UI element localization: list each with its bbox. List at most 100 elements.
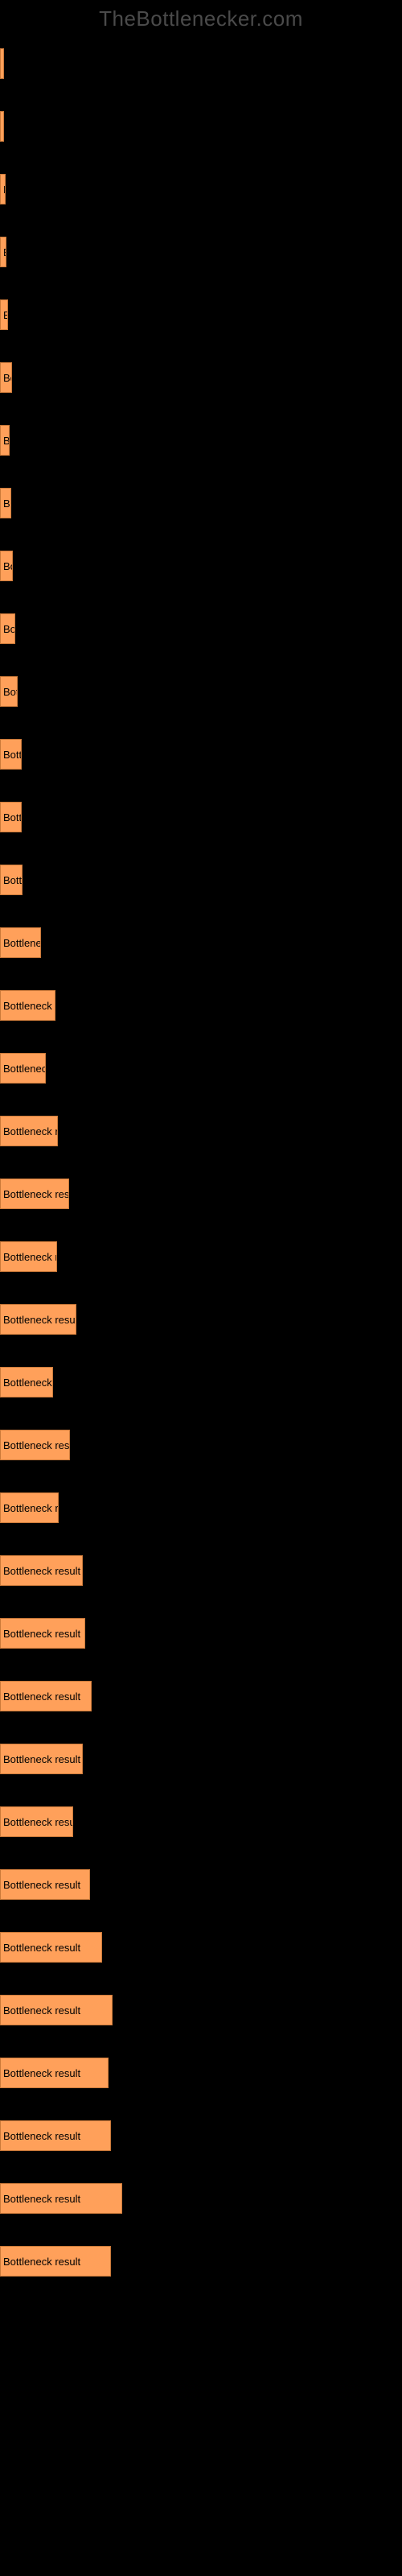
bar: Bottleneck result xyxy=(0,1241,57,1272)
bar-row: Bottleneck result xyxy=(0,1037,402,1100)
bar-label: Bottleneck result xyxy=(3,1502,59,1514)
bar-row: Bottleneck result xyxy=(0,472,402,535)
bar-row: Bottleneck result xyxy=(0,2104,402,2167)
bar-row: Bottleneck result xyxy=(0,1790,402,1853)
bar-label: Bottleneck result xyxy=(3,1439,70,1451)
bar-label: Bottleneck result xyxy=(3,58,4,70)
bar-label: Bottleneck result xyxy=(3,121,4,133)
bar-label: Bottleneck result xyxy=(3,1377,53,1389)
bar-label: Bottleneck result xyxy=(3,184,6,196)
bar-row: Bottleneck result xyxy=(0,1979,402,2041)
bar: Bottleneck result xyxy=(0,1367,53,1397)
bar-row: Bottleneck result xyxy=(0,1916,402,1979)
bar-label: Bottleneck result xyxy=(3,937,41,949)
bar-label: Bottleneck result xyxy=(3,246,6,258)
bar-row: Bottleneck result xyxy=(0,1288,402,1351)
bar-row: Bottleneck result xyxy=(0,158,402,221)
bar-row: Bottleneck result xyxy=(0,2041,402,2104)
bar: Bottleneck result xyxy=(0,739,22,770)
bar-label: Bottleneck result xyxy=(3,497,11,510)
bar-row: Bottleneck result xyxy=(0,2230,402,2293)
bar-row: Bottleneck result xyxy=(0,723,402,786)
bar-row: Bottleneck result xyxy=(0,974,402,1037)
bar: Bottleneck result xyxy=(0,1995,113,2025)
bar: Bottleneck result xyxy=(0,551,13,581)
bar: Bottleneck result xyxy=(0,1053,46,1084)
bar-row: Bottleneck result xyxy=(0,848,402,911)
bar: Bottleneck result xyxy=(0,2120,111,2151)
bar-label: Bottleneck result xyxy=(3,2004,80,2017)
bar-label: Bottleneck result xyxy=(3,1690,80,1703)
bar-row: Bottleneck result xyxy=(0,1476,402,1539)
bar: Bottleneck result xyxy=(0,488,11,518)
bar: Bottleneck result xyxy=(0,865,23,895)
bar: Bottleneck result xyxy=(0,1304,76,1335)
bar-row: Bottleneck result xyxy=(0,1162,402,1225)
bar: Bottleneck result xyxy=(0,1179,69,1209)
bar-row: Bottleneck result xyxy=(0,660,402,723)
bar-label: Bottleneck result xyxy=(3,2193,80,2205)
bar-row: Bottleneck result xyxy=(0,786,402,848)
bar-label: Bottleneck result xyxy=(3,1000,55,1012)
bar-row: Bottleneck result xyxy=(0,409,402,472)
bar-label: Bottleneck result xyxy=(3,1628,80,1640)
bar-label: Bottleneck result xyxy=(3,749,22,761)
bar-row: Bottleneck result xyxy=(0,1728,402,1790)
bar-row: Bottleneck result xyxy=(0,1225,402,1288)
bar: Bottleneck result xyxy=(0,111,4,142)
bar-row: Bottleneck result xyxy=(0,95,402,158)
bar: Bottleneck result xyxy=(0,927,41,958)
bar-label: Bottleneck result xyxy=(3,1063,46,1075)
bar: Bottleneck result xyxy=(0,425,10,456)
bar: Bottleneck result xyxy=(0,802,22,832)
bar: Bottleneck result xyxy=(0,990,55,1021)
bar-label: Bottleneck result xyxy=(3,435,10,447)
bar-label: Bottleneck result xyxy=(3,1753,80,1765)
bar-row: Bottleneck result xyxy=(0,911,402,974)
bar: Bottleneck result xyxy=(0,362,12,393)
bar-label: Bottleneck result xyxy=(3,560,13,572)
bar: Bottleneck result xyxy=(0,174,6,204)
bar-row: Bottleneck result xyxy=(0,1602,402,1665)
bar: Bottleneck result xyxy=(0,2058,109,2088)
bar-row: Bottleneck result xyxy=(0,1539,402,1602)
bar-row: Bottleneck result xyxy=(0,283,402,346)
bar-label: Bottleneck result xyxy=(3,1188,69,1200)
bar: Bottleneck result xyxy=(0,1681,92,1711)
bar-label: Bottleneck result xyxy=(3,874,23,886)
bar-chart: Bottleneck result Bottleneck result Bottle… xyxy=(0,0,402,2309)
bar: Bottleneck result xyxy=(0,237,6,267)
bar-label: Bottleneck result xyxy=(3,372,12,384)
bar: Bottleneck result xyxy=(0,676,18,707)
bar-label: Bottleneck result xyxy=(3,686,18,698)
bar: Bottleneck result xyxy=(0,1116,58,1146)
bar: Bottleneck result xyxy=(0,1430,70,1460)
bar: Bottleneck result xyxy=(0,1555,83,1586)
bar-label: Bottleneck result xyxy=(3,2130,80,2142)
bar-row: Bottleneck result xyxy=(0,1100,402,1162)
bar-row: Bottleneck result xyxy=(0,221,402,283)
bar: Bottleneck result xyxy=(0,1932,102,1963)
bar-label: Bottleneck result xyxy=(3,811,22,824)
bar: Bottleneck result xyxy=(0,1869,90,1900)
bar-row: Bottleneck result xyxy=(0,535,402,597)
bar: Bottleneck result xyxy=(0,2246,111,2277)
bar-row: Bottleneck result xyxy=(0,1414,402,1476)
bar: Bottleneck result xyxy=(0,613,15,644)
bar: Bottleneck result xyxy=(0,1618,85,1649)
bar-label: Bottleneck result xyxy=(3,2256,80,2268)
bar: Bottleneck result xyxy=(0,1744,83,1774)
bar-label: Bottleneck result xyxy=(3,1879,80,1891)
bar-row: Bottleneck result xyxy=(0,32,402,95)
bar-label: Bottleneck result xyxy=(3,1816,73,1828)
bar: Bottleneck result xyxy=(0,48,4,79)
bar-row: Bottleneck result xyxy=(0,1665,402,1728)
bar: Bottleneck result xyxy=(0,2183,122,2214)
bar: Bottleneck result xyxy=(0,1806,73,1837)
bar-row: Bottleneck result xyxy=(0,2167,402,2230)
bar-label: Bottleneck result xyxy=(3,1565,80,1577)
bar-row: Bottleneck result xyxy=(0,597,402,660)
bar: Bottleneck result xyxy=(0,1492,59,1523)
bar-label: Bottleneck result xyxy=(3,1125,58,1137)
bar-row: Bottleneck result xyxy=(0,346,402,409)
